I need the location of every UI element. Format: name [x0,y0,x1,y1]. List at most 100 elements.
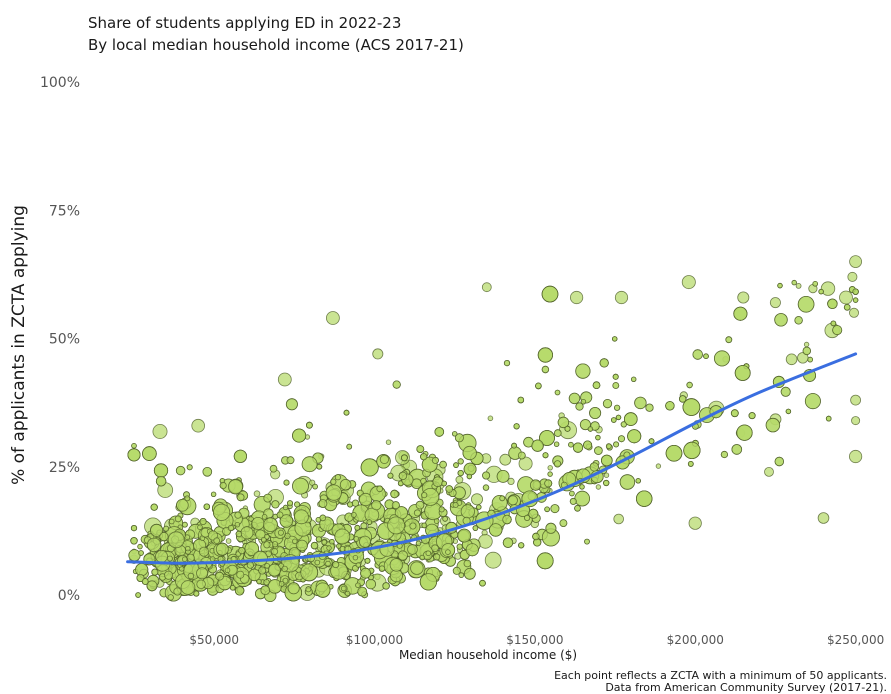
data-point [413,509,421,517]
data-point [619,474,636,490]
data-point [602,398,613,409]
data-point [186,464,193,471]
data-point [353,536,360,542]
x-tick-label: $50,000 [189,633,239,647]
data-point [305,421,313,429]
data-point [355,582,361,588]
data-point [623,412,638,426]
data-point [360,567,372,579]
data-point [292,428,307,443]
data-point [315,536,322,543]
data-point [263,517,278,532]
data-point [152,423,168,439]
data-point [502,514,512,525]
data-point [150,523,164,537]
data-point [503,359,511,367]
data-point [251,517,265,531]
data-point [547,471,553,477]
data-point [802,346,811,356]
data-point [267,579,283,594]
data-point [539,430,555,446]
data-point [599,358,609,368]
data-point [499,453,512,466]
data-point [187,572,195,580]
data-point [339,545,346,552]
caption-line-2: Data from American Community Survey (201… [605,681,887,694]
data-point [233,449,247,463]
data-point [365,578,377,590]
data-point [141,578,149,585]
data-point [332,561,340,569]
data-point [618,435,626,443]
data-point [568,441,574,448]
data-point [415,540,422,546]
data-point [397,550,408,561]
data-point [605,443,612,450]
data-point [287,582,300,595]
data-point [130,537,138,545]
data-point [360,458,379,477]
data-point [225,538,232,544]
data-point [769,297,781,309]
data-point [812,280,818,287]
data-point [355,562,361,568]
data-point [236,570,245,579]
data-point [285,398,298,411]
data-point [252,550,268,567]
data-point [387,472,394,479]
data-point [579,419,591,431]
data-point [191,418,206,433]
data-point [487,415,494,422]
data-point [807,356,813,363]
data-point [387,516,406,535]
data-point [146,537,162,553]
x-tick-label: $100,000 [346,633,403,647]
data-point [777,282,783,289]
data-point [325,484,342,501]
data-point [176,498,189,512]
data-point [283,479,290,486]
data-point [774,313,788,327]
data-point [564,425,571,432]
data-point [445,485,454,493]
data-point [385,439,392,445]
data-point [499,495,506,502]
data-point [227,479,243,495]
data-point [213,537,221,544]
data-point [818,288,824,295]
data-point [452,566,461,575]
data-point [785,353,798,366]
data-point [282,577,289,584]
data-point [463,462,477,476]
data-point [263,541,271,549]
data-point [409,522,417,530]
data-point [196,579,206,590]
data-point [665,401,675,411]
data-point [679,395,687,403]
data-point [714,350,731,367]
data-point [850,394,861,406]
data-point [645,403,654,412]
data-point [253,490,261,498]
data-point [360,522,368,530]
data-point [400,454,408,462]
data-point [334,474,341,481]
data-point [655,463,662,469]
data-point [416,445,425,454]
data-point [736,424,753,441]
data-point [309,479,316,486]
data-point [260,585,271,595]
data-point [594,446,603,455]
data-point [434,427,445,437]
data-point [589,406,602,419]
data-point [804,393,821,410]
data-point [553,441,560,447]
data-point [346,443,353,450]
data-point [613,404,621,411]
data-point [419,554,425,561]
data-point [358,492,373,507]
data-point [765,417,781,433]
data-point [458,572,465,578]
data-point [686,381,693,389]
data-point [203,503,210,510]
